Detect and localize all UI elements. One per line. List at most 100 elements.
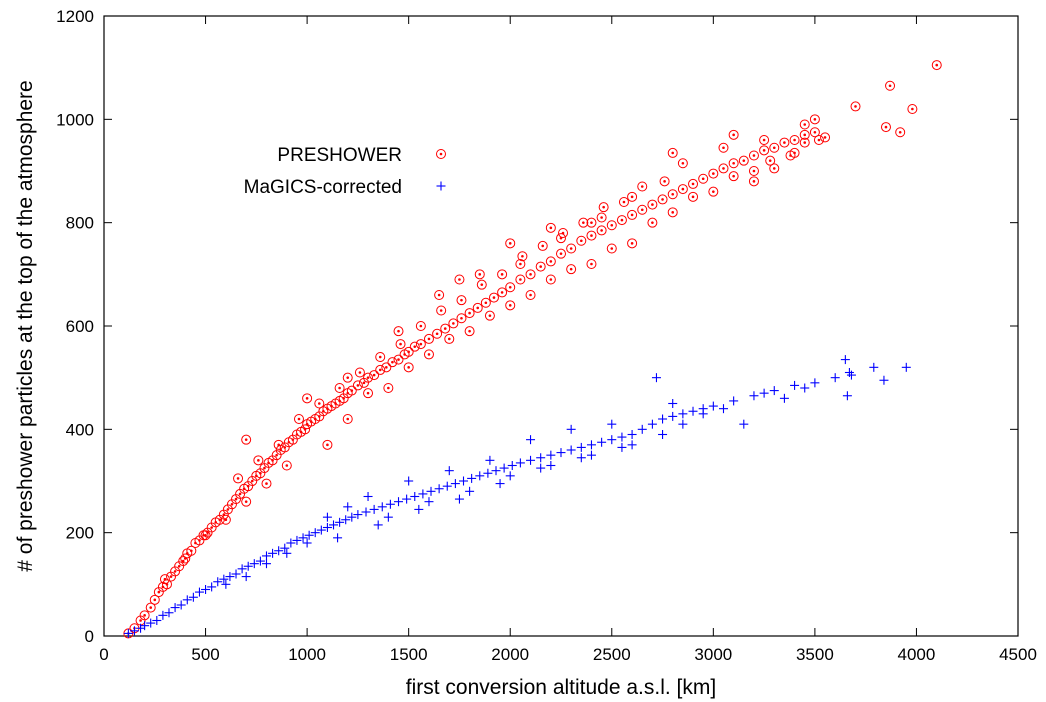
data-point [566, 424, 576, 434]
data-point [304, 530, 314, 540]
data-point [668, 399, 678, 408]
data-point [414, 504, 424, 514]
data-point [790, 380, 800, 390]
data-point [759, 388, 769, 398]
data-point [302, 538, 312, 548]
x-tick-label: 2500 [593, 645, 631, 664]
data-point [322, 512, 332, 522]
data-point [436, 305, 447, 316]
data-point [507, 461, 517, 470]
data-point [261, 551, 271, 561]
legend-marker-magics-corrected [436, 181, 446, 191]
data-point [728, 158, 739, 169]
data-point [515, 259, 526, 269]
data-point [403, 346, 414, 357]
data-point [748, 150, 759, 161]
data-point [454, 274, 465, 285]
data-point [178, 556, 189, 567]
data-point [423, 333, 434, 344]
data-point [375, 364, 386, 375]
data-point [176, 600, 186, 610]
data-point [170, 603, 180, 613]
data-point [342, 372, 353, 383]
data-point [448, 318, 459, 329]
legend-label-preshower: PRESHOWER [277, 145, 402, 166]
data-point [708, 168, 719, 179]
data-point [316, 525, 326, 535]
data-point [393, 354, 404, 365]
data-point [268, 548, 278, 558]
data-point [769, 163, 780, 174]
data-point [475, 471, 485, 481]
data-point [618, 197, 629, 207]
data-point [495, 479, 505, 489]
data-point [606, 220, 617, 231]
data-point [149, 594, 160, 605]
data-point [718, 142, 729, 153]
data-point [194, 587, 204, 597]
x-tick-label: 1000 [288, 645, 326, 664]
data-point [241, 434, 252, 445]
data-point [201, 585, 211, 594]
x-axis-title: first conversion altitude a.s.l. [km] [406, 676, 716, 699]
y-tick-label: 600 [66, 317, 94, 336]
series-magics-corrected [123, 355, 911, 638]
data-point [627, 440, 637, 450]
legend: PRESHOWER MaGICS-corrected [244, 145, 446, 198]
data-point [688, 406, 698, 416]
data-point [658, 430, 668, 439]
data-point [491, 466, 501, 476]
data-point [499, 463, 509, 473]
data-point [526, 435, 536, 445]
data-point [363, 492, 373, 501]
x-tick-label: 0 [99, 645, 108, 664]
data-point [402, 494, 412, 504]
data-point [596, 212, 607, 223]
data-point [637, 181, 648, 192]
data-point [505, 282, 516, 293]
data-point [505, 300, 516, 311]
data-point [850, 101, 861, 112]
data-point [617, 442, 627, 452]
data-point [779, 393, 789, 403]
data-point [180, 553, 191, 564]
data-point [667, 147, 678, 158]
data-point [347, 512, 357, 522]
data-point [440, 323, 451, 334]
data-point [310, 528, 320, 538]
data-point [647, 419, 657, 429]
data-point [678, 409, 688, 419]
data-point [536, 453, 546, 463]
data-point [424, 497, 434, 507]
data-point [158, 610, 168, 620]
data-point [483, 468, 493, 478]
data-point [651, 373, 661, 383]
data-point [423, 349, 434, 360]
data-point [578, 217, 589, 228]
data-point [281, 460, 292, 471]
data-point [410, 492, 420, 501]
legend-marker-preshower [436, 149, 446, 159]
data-point [280, 543, 290, 553]
data-point [718, 404, 728, 414]
x-tick-label: 4500 [999, 645, 1037, 664]
data-point [354, 367, 365, 378]
data-point [456, 295, 467, 306]
series-preshower [123, 60, 942, 639]
data-point [444, 333, 455, 344]
data-point [536, 463, 546, 473]
data-point [375, 352, 386, 362]
data-point [597, 437, 607, 447]
y-tick-label: 800 [66, 214, 94, 233]
data-point [333, 533, 343, 543]
data-point [769, 386, 779, 396]
x-tick-label: 500 [191, 645, 219, 664]
data-point [341, 515, 351, 525]
data-point [346, 385, 357, 396]
data-point [718, 163, 729, 174]
data-point [241, 572, 251, 582]
data-point [444, 466, 454, 476]
data-point [840, 355, 850, 365]
data-point [627, 430, 637, 439]
